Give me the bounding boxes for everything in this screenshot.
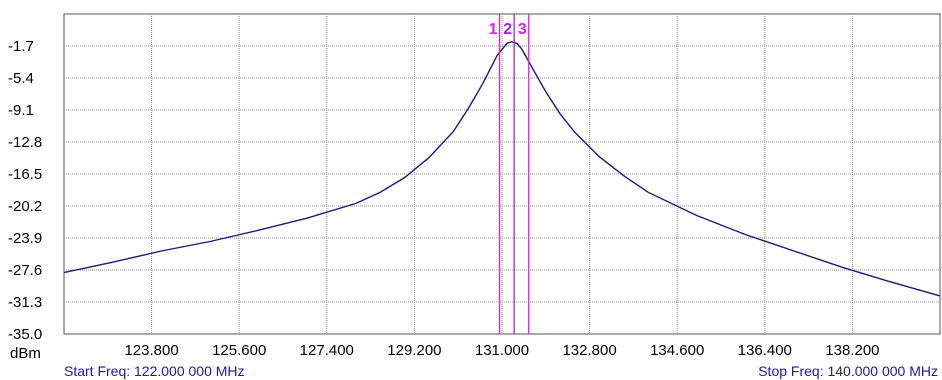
- y-tick-label: -20.2: [8, 198, 42, 215]
- x-tick-label: 123.800: [124, 342, 178, 359]
- x-tick-label: 138.200: [825, 342, 879, 359]
- y-tick-label: -5.4: [8, 70, 34, 87]
- marker-label-3: 3: [518, 21, 527, 38]
- x-tick-label: 129.200: [387, 342, 441, 359]
- y-tick-label: -35.0: [8, 326, 42, 343]
- x-tick-label: 125.600: [212, 342, 266, 359]
- y-tick-label: -23.9: [8, 230, 42, 247]
- trace-line: [63, 40, 941, 297]
- y-tick-label: -1.7: [8, 38, 34, 55]
- y-tick-label: -27.6: [8, 262, 42, 279]
- y-tick-label: -16.5: [8, 166, 42, 183]
- start-freq-label: Start Freq: 122.000 000 MHz: [64, 363, 245, 379]
- marker-label-1: 1: [489, 21, 498, 38]
- x-tick-label: 127.400: [300, 342, 354, 359]
- marker-label-2: 2: [503, 21, 512, 38]
- x-tick-label: 132.800: [562, 342, 616, 359]
- grid-lines: [64, 14, 940, 334]
- x-axis-ticks: 123.800 125.600 127.400 129.200 131.000 132.8…: [124, 342, 879, 359]
- y-tick-label: -31.3: [8, 294, 42, 311]
- y-tick-label: -12.8: [8, 134, 42, 151]
- y-axis-ticks: -1.7 -5.4 -9.1 -12.8 -16.5 -20.2 -23.9 -27.6 -31…: [8, 38, 42, 343]
- x-tick-label: 131.000: [475, 342, 529, 359]
- x-tick-label: 136.400: [738, 342, 792, 359]
- y-tick-label: -9.1: [8, 102, 34, 119]
- y-axis-unit-label: dBm: [10, 345, 41, 362]
- trace-layer: [63, 40, 941, 297]
- x-tick-label: 134.600: [650, 342, 704, 359]
- stop-freq-label: Stop Freq: 140.000 000 MHz: [758, 363, 938, 379]
